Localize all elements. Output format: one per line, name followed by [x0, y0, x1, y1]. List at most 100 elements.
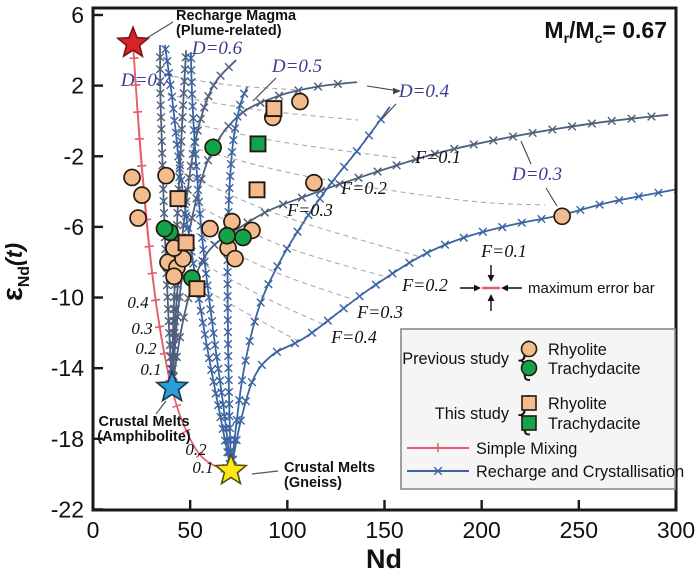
mixing-tick — [131, 84, 141, 87]
x-marker — [156, 88, 165, 98]
legend-group-this-study: This study — [435, 405, 510, 423]
x-marker — [186, 65, 196, 75]
mixing-tick — [129, 57, 139, 60]
x-marker — [223, 339, 233, 349]
x-marker — [293, 227, 302, 237]
x-marker — [167, 92, 177, 102]
x-marker — [469, 140, 479, 149]
legend-line-label: Simple Mixing — [476, 440, 577, 458]
x-marker — [201, 269, 211, 278]
d-value-label: D=0.7 — [120, 70, 173, 91]
x-marker — [364, 131, 374, 140]
x-marker — [169, 340, 179, 350]
x-marker — [224, 62, 234, 72]
x-marker — [508, 132, 518, 141]
x-marker — [449, 144, 459, 154]
x-marker — [537, 214, 546, 224]
x-marker — [225, 411, 234, 421]
x-marker — [177, 124, 187, 134]
x-marker — [198, 318, 208, 327]
y-tick-label: -6 — [64, 214, 84, 240]
x-marker — [497, 222, 507, 232]
leader-line — [520, 140, 532, 165]
x-marker — [206, 305, 215, 314]
x-marker — [607, 116, 617, 126]
x-marker — [489, 136, 498, 145]
x-tick-label: 50 — [177, 517, 203, 543]
f-value-label: F=0.1 — [480, 241, 527, 261]
x-marker — [440, 240, 450, 249]
legend-marker-square — [521, 415, 537, 431]
iso-f-line — [183, 277, 301, 343]
x-marker — [388, 269, 397, 278]
x-marker — [647, 112, 656, 121]
f-value-label: F=0.2 — [401, 275, 448, 295]
x-marker — [173, 208, 182, 218]
iso-f-line — [171, 141, 546, 206]
x-marker — [175, 292, 184, 302]
x-marker — [230, 124, 240, 133]
point-trachydacite-previous-study- — [155, 219, 174, 238]
mixing-tick — [132, 110, 143, 114]
rc-fan-gneiss-D0.4 — [230, 106, 391, 471]
iso-f-line — [177, 195, 391, 279]
x-marker — [190, 137, 199, 147]
x-marker — [274, 91, 284, 100]
x-marker — [196, 114, 206, 124]
x-marker — [225, 423, 235, 433]
x-marker — [204, 353, 214, 363]
mixing-tick — [195, 450, 204, 459]
x-marker — [234, 395, 244, 405]
data-points — [123, 92, 571, 298]
rc-fan-amphibolite-D0.5 — [171, 59, 237, 388]
point-rhyolite-previous-study- — [123, 168, 141, 187]
x-marker — [352, 146, 362, 156]
f-value-label: 0.2 — [185, 440, 207, 459]
x-marker — [186, 53, 196, 63]
x-marker — [478, 227, 488, 237]
x-marker — [180, 209, 190, 218]
recharge-magma-note: (Plume-related) — [176, 23, 282, 39]
x-marker — [155, 64, 165, 74]
legend-brace: { — [511, 334, 539, 385]
x-marker — [188, 101, 197, 111]
x-marker — [196, 306, 206, 316]
leader-line — [252, 77, 277, 102]
x-marker — [210, 340, 220, 350]
iso-f-line — [169, 117, 399, 159]
x-marker — [595, 200, 604, 209]
x-marker — [548, 125, 557, 134]
x-marker — [260, 208, 270, 217]
x-marker — [282, 244, 292, 254]
x-marker — [327, 178, 336, 187]
x-marker — [411, 155, 420, 164]
x-marker — [354, 173, 363, 183]
x-marker — [209, 328, 218, 338]
point-rhyolite-this-study- — [169, 190, 187, 208]
x-marker — [192, 173, 202, 183]
x-marker — [250, 317, 259, 326]
x-marker — [433, 466, 443, 476]
x-marker — [170, 116, 179, 125]
x-marker — [257, 360, 267, 370]
f-value-label: F=0.1 — [414, 147, 461, 167]
mixing-tick — [144, 245, 154, 248]
error-arrowhead — [501, 284, 508, 292]
y-axis-title: εNd(t) — [0, 243, 33, 301]
x-marker — [163, 292, 172, 302]
x-marker — [171, 128, 181, 137]
x-marker — [199, 103, 209, 112]
x-marker — [264, 279, 273, 289]
legend-item-label: Rhyolite — [548, 341, 607, 359]
x-marker — [189, 125, 199, 135]
x-marker — [204, 91, 213, 101]
error-arrowhead — [487, 294, 495, 301]
x-marker — [194, 197, 204, 207]
x-marker — [157, 124, 166, 134]
mixing-tick — [172, 403, 182, 408]
legend-line-label: Recharge and Crystallisation — [476, 463, 684, 481]
crustal-melts-amphibolite-star — [154, 369, 190, 403]
x-marker — [241, 356, 250, 365]
recharge-magma-star — [115, 25, 151, 59]
x-marker — [157, 148, 167, 158]
